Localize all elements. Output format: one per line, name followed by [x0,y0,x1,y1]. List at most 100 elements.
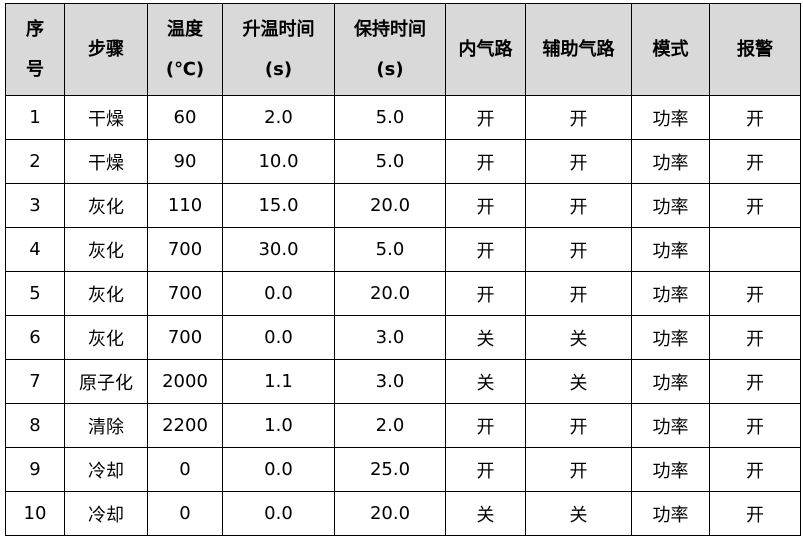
header-hold: 保持时间 (s) [334,3,446,96]
header-index: 序号 [5,3,65,96]
table-row: 10 冷却 0 0.0 20.0 关关功率开 [5,491,801,536]
cell-index: 9 [5,447,65,492]
cell-alarm: 开 [709,183,801,228]
cell-aux-gas: 关 [525,315,632,360]
header-hold-unit: (s) [376,58,404,80]
header-temp-line1: 温度 [167,18,203,40]
cell-temp: 700 [147,315,223,360]
cell-ramp: 0.0 [222,271,335,316]
cell-ramp: 30.0 [222,227,335,272]
cell-mode: 功率 [631,139,710,184]
cell-aux-gas: 开 [525,227,632,272]
cell-hold: 20.0 [334,271,446,316]
cell-step: 冷却 [64,491,148,536]
header-alarm: 报警 [709,3,801,96]
cell-index: 1 [5,95,65,140]
cell-step: 冷却 [64,447,148,492]
cell-mode: 功率 [631,403,710,448]
cell-inner-gas: 关 [445,359,526,404]
cell-mode: 功率 [631,183,710,228]
header-hold-line1: 保持时间 [354,18,426,40]
cell-ramp: 1.0 [222,403,335,448]
cell-aux-gas: 开 [525,95,632,140]
header-temp-unit: (℃) [165,58,205,80]
cell-step: 灰化 [64,227,148,272]
cell-hold: 20.0 [334,183,446,228]
cell-hold: 3.0 [334,315,446,360]
cell-step: 清除 [64,403,148,448]
cell-step: 原子化 [64,359,148,404]
cell-mode: 功率 [631,227,710,272]
cell-mode: 功率 [631,271,710,316]
cell-temp: 2200 [147,403,223,448]
cell-index: 6 [5,315,65,360]
cell-ramp: 10.0 [222,139,335,184]
table-row: 9 冷却 0 0.0 25.0 开开功率开 [5,447,801,492]
cell-inner-gas: 开 [445,227,526,272]
cell-aux-gas: 开 [525,183,632,228]
cell-inner-gas: 开 [445,139,526,184]
cell-hold: 20.0 [334,491,446,536]
cell-mode: 功率 [631,95,710,140]
header-inner-gas: 内气路 [445,3,526,96]
cell-aux-gas: 关 [525,491,632,536]
header-row: 序号 步骤 温度 (℃) 升温时间 (s) 保持时间 (s) 内气路 辅助气路 模式 … [5,3,801,96]
cell-index: 3 [5,183,65,228]
table-row: 6 灰化 700 0.0 3.0 关关功率开 [5,315,801,360]
cell-hold: 25.0 [334,447,446,492]
table-row: 1 干燥 60 2.0 5.0 开开功率开 [5,95,801,140]
cell-temp: 60 [147,95,223,140]
header-aux-gas: 辅助气路 [525,3,632,96]
cell-aux-gas: 开 [525,271,632,316]
cell-step: 灰化 [64,271,148,316]
cell-hold: 5.0 [334,139,446,184]
cell-alarm: 开 [709,447,801,492]
table-row: 2 干燥 90 10.0 5.0 开开功率开 [5,139,801,184]
cell-temp: 0 [147,447,223,492]
cell-index: 10 [5,491,65,536]
header-ramp-line1: 升温时间 [242,18,315,40]
cell-ramp: 0.0 [222,447,335,492]
program-table: 序号 步骤 温度 (℃) 升温时间 (s) 保持时间 (s) 内气路 辅助气路 模式 … [5,3,801,536]
cell-index: 2 [5,139,65,184]
cell-alarm: 开 [709,491,801,536]
cell-index: 5 [5,271,65,316]
cell-ramp: 1.1 [222,359,335,404]
cell-ramp: 15.0 [222,183,335,228]
header-step: 步骤 [64,3,148,96]
cell-inner-gas: 开 [445,447,526,492]
cell-hold: 5.0 [334,95,446,140]
cell-temp: 110 [147,183,223,228]
header-ramp-unit: (s) [264,58,293,80]
cell-index: 7 [5,359,65,404]
cell-step: 灰化 [64,315,148,360]
cell-alarm [709,227,801,272]
cell-hold: 2.0 [334,403,446,448]
cell-inner-gas: 关 [445,315,526,360]
cell-temp: 700 [147,271,223,316]
cell-index: 8 [5,403,65,448]
cell-inner-gas: 关 [445,491,526,536]
cell-ramp: 0.0 [222,491,335,536]
cell-hold: 3.0 [334,359,446,404]
cell-mode: 功率 [631,491,710,536]
cell-inner-gas: 开 [445,183,526,228]
cell-temp: 700 [147,227,223,272]
cell-aux-gas: 关 [525,359,632,404]
header-temp: 温度 (℃) [147,3,223,96]
cell-alarm: 开 [709,271,801,316]
cell-alarm: 开 [709,139,801,184]
cell-ramp: 2.0 [222,95,335,140]
cell-alarm: 开 [709,403,801,448]
table-row: 3 灰化 110 15.0 20.0 开开功率开 [5,183,801,228]
table-row: 4 灰化 700 30.0 5.0 开开功率 [5,227,801,272]
cell-aux-gas: 开 [525,403,632,448]
cell-alarm: 开 [709,315,801,360]
cell-temp: 2000 [147,359,223,404]
cell-temp: 90 [147,139,223,184]
cell-ramp: 0.0 [222,315,335,360]
header-ramp: 升温时间 (s) [222,3,335,96]
header-index-line1: 序 [26,18,44,40]
cell-mode: 功率 [631,315,710,360]
cell-step: 灰化 [64,183,148,228]
